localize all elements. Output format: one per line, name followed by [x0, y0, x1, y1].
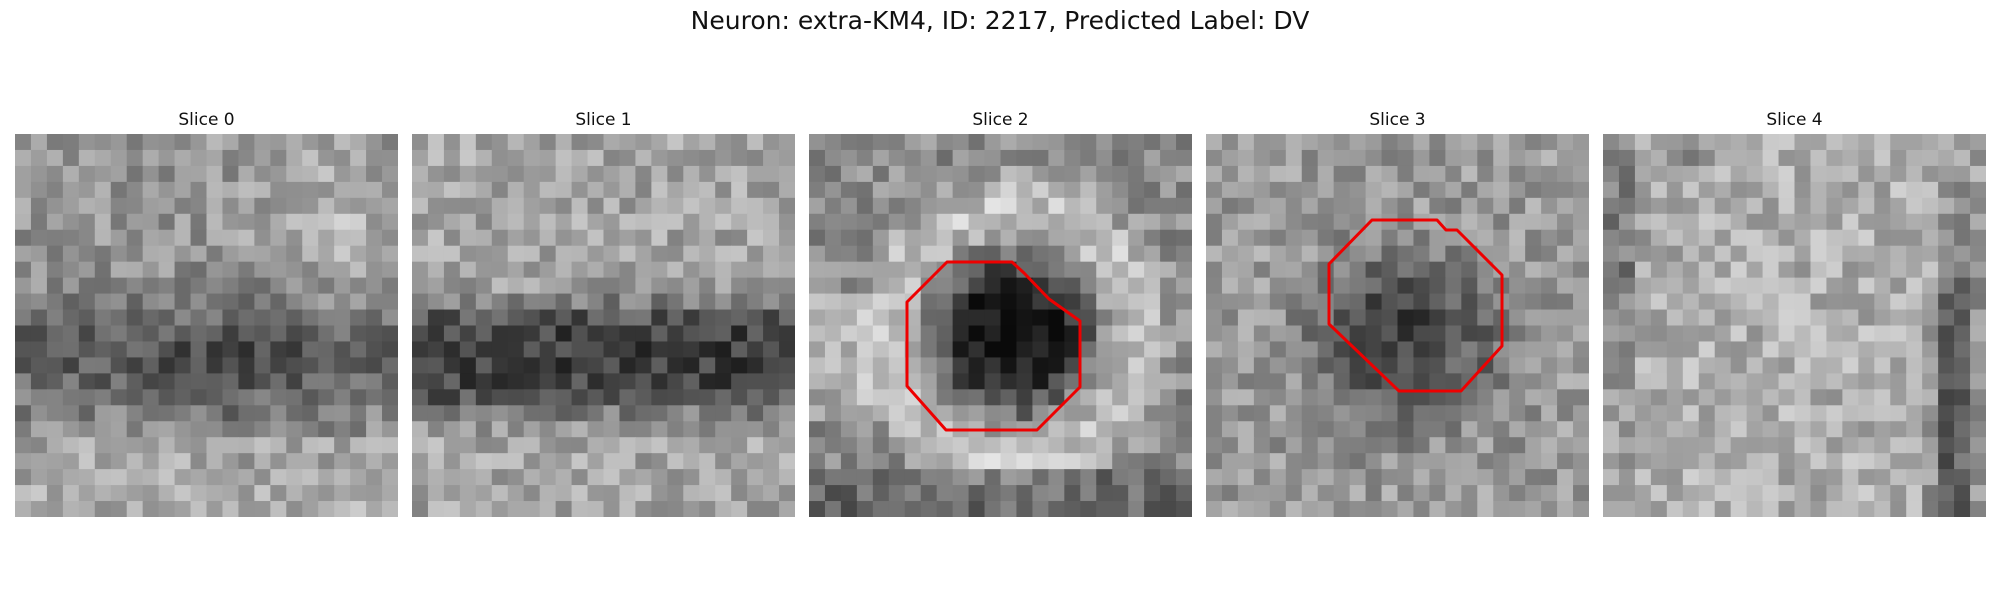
slice-image-0 [15, 134, 398, 517]
slice-title-1: Slice 1 [575, 110, 632, 130]
slice-title-0: Slice 0 [178, 110, 235, 130]
figure-title: Neuron: extra-KM4, ID: 2217, Predicted L… [690, 6, 1310, 35]
roi-contour [1327, 218, 1504, 393]
slice-image-2 [809, 134, 1192, 517]
slice-image-1 [412, 134, 795, 517]
slice-image-4 [1603, 134, 1986, 517]
slice-image-3 [1206, 134, 1589, 517]
slice-title-3: Slice 3 [1369, 110, 1426, 130]
roi-contour [905, 260, 1082, 432]
slice-title-2: Slice 2 [972, 110, 1029, 130]
slice-title-4: Slice 4 [1766, 110, 1823, 130]
